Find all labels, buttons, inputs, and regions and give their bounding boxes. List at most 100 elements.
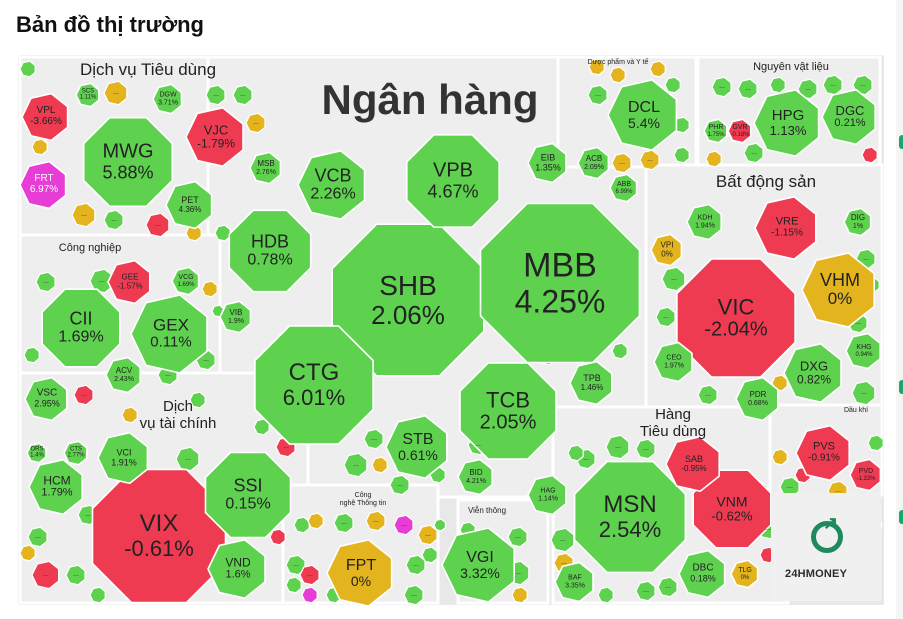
- stock-tile-minor[interactable]: [588, 58, 605, 76]
- stock-tile-khg[interactable]: [845, 332, 882, 370]
- stock-tile-minor[interactable]: [121, 406, 138, 424]
- stock-tile-minor[interactable]: [657, 576, 678, 598]
- stock-tile-minor[interactable]: [655, 306, 676, 328]
- stock-tile-vic[interactable]: [676, 258, 796, 378]
- stock-tile-vcg[interactable]: [171, 266, 200, 296]
- stock-tile-minor[interactable]: [333, 512, 354, 534]
- stock-tile-minor[interactable]: [35, 271, 56, 293]
- stock-tile-minor[interactable]: [697, 384, 718, 406]
- stock-tile-minor[interactable]: [597, 586, 614, 604]
- stock-tile-minor[interactable]: [711, 76, 732, 98]
- stock-tile-scs[interactable]: [75, 82, 100, 108]
- stock-tile-vjc[interactable]: [185, 106, 244, 168]
- stock-tile-kdh[interactable]: [686, 203, 723, 241]
- stock-tile-minor[interactable]: [185, 224, 202, 242]
- stock-tile-gex[interactable]: [130, 294, 208, 374]
- stock-tile-minor[interactable]: [635, 438, 656, 460]
- stock-tile-phr[interactable]: [703, 118, 728, 144]
- stock-tile-eib[interactable]: [527, 142, 567, 184]
- stock-tile-mwg[interactable]: [82, 116, 174, 208]
- stock-tile-abb[interactable]: [609, 173, 638, 203]
- stock-tile-minor[interactable]: [611, 152, 632, 174]
- stock-tile-minor[interactable]: [393, 514, 414, 536]
- stock-tile-minor[interactable]: [389, 474, 410, 496]
- stock-tile-minor[interactable]: [103, 209, 124, 231]
- stock-tile-hcm[interactable]: [28, 458, 83, 516]
- stock-tile-minor[interactable]: [852, 74, 873, 96]
- stock-tile-minor[interactable]: [705, 150, 722, 168]
- stock-tile-minor[interactable]: [27, 526, 48, 548]
- stock-tile-minor[interactable]: [269, 528, 286, 546]
- stock-tile-minor[interactable]: [145, 212, 170, 238]
- stock-tile-minor[interactable]: [65, 564, 86, 586]
- stock-tile-minor[interactable]: [635, 580, 656, 602]
- stock-tile-minor[interactable]: [285, 554, 306, 576]
- stock-tile-minor[interactable]: [19, 60, 36, 78]
- stock-tile-minor[interactable]: [89, 586, 106, 604]
- stock-tile-pvs[interactable]: [795, 424, 851, 482]
- stock-tile-minor[interactable]: [587, 84, 608, 106]
- stock-tile-minor[interactable]: [403, 584, 424, 605]
- stock-tile-msb[interactable]: [249, 151, 282, 185]
- stock-tile-dgw[interactable]: [152, 83, 183, 115]
- stock-tile-shb[interactable]: [331, 223, 485, 377]
- stock-tile-minor[interactable]: [649, 60, 666, 78]
- stock-tile-bid[interactable]: [457, 458, 494, 496]
- stock-tile-gee[interactable]: [107, 259, 151, 305]
- stock-tile-baf[interactable]: [554, 561, 594, 603]
- stock-tile-minor[interactable]: [23, 346, 40, 364]
- stock-tile-cii[interactable]: [41, 288, 121, 368]
- stock-tile-vpb[interactable]: [405, 134, 501, 228]
- stock-tile-minor[interactable]: [851, 380, 876, 406]
- stock-tile-minor[interactable]: [605, 434, 630, 460]
- stock-tile-acv[interactable]: [105, 356, 141, 394]
- stock-tile-ors[interactable]: [26, 442, 47, 464]
- stock-tile-dig[interactable]: [843, 207, 872, 237]
- stock-tile-vhm[interactable]: [801, 252, 876, 328]
- stock-tile-dgc[interactable]: [821, 88, 877, 146]
- stock-tile-minor[interactable]: [511, 586, 528, 604]
- stock-tile-vsc[interactable]: [24, 376, 68, 422]
- stock-tile-minor[interactable]: [301, 586, 318, 604]
- stock-tile-hdb[interactable]: [228, 209, 312, 293]
- stock-tile-minor[interactable]: [550, 527, 575, 553]
- stock-tile-vgi[interactable]: [441, 527, 516, 603]
- stock-tile-ssi[interactable]: [204, 451, 292, 539]
- stock-tile-pet[interactable]: [165, 180, 213, 230]
- stock-tile-minor[interactable]: [639, 149, 660, 171]
- stock-tile-vcb[interactable]: [297, 150, 366, 220]
- stock-tile-minor[interactable]: [737, 78, 758, 100]
- stock-tile-vre[interactable]: [754, 195, 817, 261]
- stock-tile-ctg[interactable]: [254, 325, 374, 445]
- stock-tile-minor[interactable]: [201, 280, 218, 298]
- stock-tile-minor[interactable]: [664, 76, 681, 94]
- stock-tile-minor[interactable]: [611, 342, 628, 360]
- stock-tile-dcl[interactable]: [607, 79, 678, 151]
- stock-tile-minor[interactable]: [307, 512, 324, 530]
- stock-tile-minor[interactable]: [343, 452, 368, 478]
- stock-tile-dxg[interactable]: [783, 342, 842, 404]
- stock-tile-vnm[interactable]: [692, 469, 772, 549]
- stock-tile-minor[interactable]: [567, 444, 584, 462]
- stock-tile-vci[interactable]: [97, 431, 149, 485]
- stock-tile-minor[interactable]: [673, 146, 690, 164]
- stock-tile-minor[interactable]: [507, 526, 528, 548]
- stock-tile-cts[interactable]: [63, 440, 88, 466]
- stock-tile-minor[interactable]: [421, 546, 438, 564]
- stock-tile-dbc[interactable]: [678, 549, 726, 599]
- stock-tile-minor[interactable]: [299, 564, 320, 586]
- stock-tile-fpt[interactable]: [326, 539, 393, 605]
- stock-tile-minor[interactable]: [743, 142, 764, 164]
- stock-tile-minor[interactable]: [285, 576, 302, 594]
- stock-tile-minor[interactable]: [433, 518, 446, 532]
- stock-tile-hag[interactable]: [527, 474, 567, 516]
- stock-tile-minor[interactable]: [31, 560, 60, 590]
- stock-tile-ceo[interactable]: [653, 341, 693, 383]
- stock-tile-minor[interactable]: [71, 202, 96, 228]
- stock-tile-gvr[interactable]: [727, 118, 752, 144]
- stock-tile-minor[interactable]: [19, 544, 36, 562]
- stock-tile-minor[interactable]: [211, 304, 224, 318]
- stock-tile-stb[interactable]: [385, 414, 448, 480]
- stock-tile-tpb[interactable]: [569, 360, 613, 406]
- stock-tile-minor[interactable]: [214, 224, 231, 242]
